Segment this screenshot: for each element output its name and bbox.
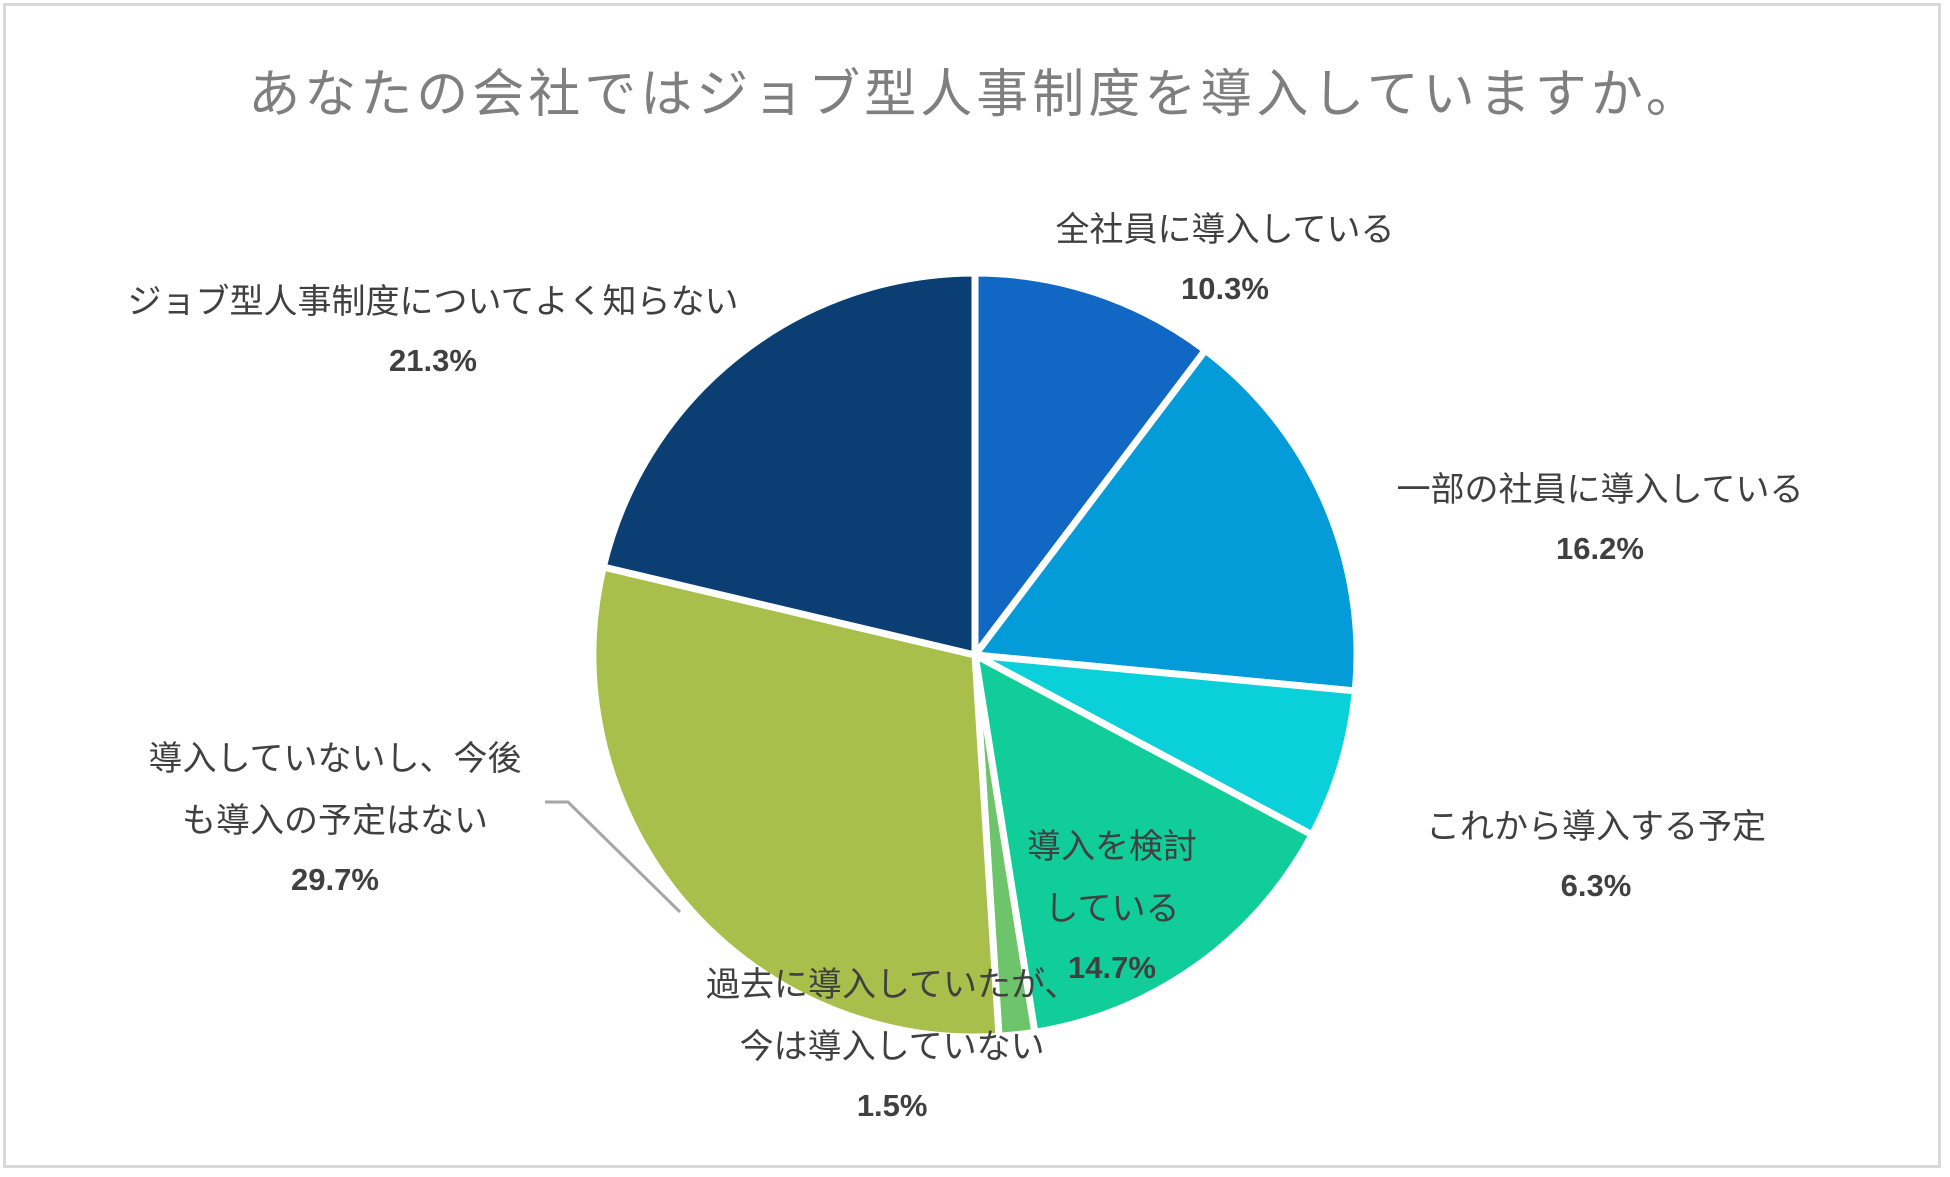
data-label-considering: 導入を検討している 14.7% bbox=[1027, 816, 1197, 996]
slice-label-text: 過去に導入していたが、 bbox=[706, 965, 1079, 1005]
slice-label-text: 今は導入していない bbox=[739, 1027, 1045, 1067]
slice-value-label: 6.3% bbox=[1560, 868, 1632, 903]
slice-value-label: 29.7% bbox=[291, 862, 379, 897]
pie-slice-considering bbox=[971, 651, 1316, 1036]
pie-slice-unknown bbox=[599, 269, 979, 659]
data-label-planned: これから導入する予定 6.3% bbox=[1426, 796, 1766, 914]
slice-value-label: 14.7% bbox=[1068, 950, 1156, 985]
slice-label-text: 導入していないし、今後 bbox=[148, 739, 522, 779]
slice-label-text: 導入を検討 bbox=[1027, 827, 1197, 867]
data-label-all-employees: 全社員に導入している 10.3% bbox=[1056, 199, 1395, 317]
slice-value-label: 21.3% bbox=[389, 343, 477, 378]
slice-label-text: 一部の社員に導入している bbox=[1396, 470, 1804, 510]
data-label-previously: 過去に導入していたが、 今は導入していない 1.5% bbox=[706, 954, 1078, 1134]
data-label-some-employees: 一部の社員に導入している 16.2% bbox=[1397, 459, 1804, 577]
slice-label-text: これから導入する予定 bbox=[1426, 807, 1766, 847]
chart-title: あなたの会社ではジョブ型人事制度を導入していますか。 bbox=[248, 65, 1702, 125]
slice-value-label: 10.3% bbox=[1181, 271, 1269, 306]
leader-line bbox=[545, 800, 682, 914]
slice-label-text: ジョブ型人事制度についてよく知らない bbox=[127, 282, 739, 322]
slice-label-text: している bbox=[1044, 889, 1180, 929]
slice-value-label: 1.5% bbox=[856, 1088, 928, 1123]
pie-slice-some-employees bbox=[971, 346, 1361, 695]
pie-slice-not-planned bbox=[589, 563, 1003, 1041]
slice-label-text: 全社員に導入している bbox=[1055, 210, 1395, 250]
data-label-not-planned: 導入していないし、今後 も導入の予定はない 29.7% bbox=[149, 728, 522, 908]
slice-value-label: 16.2% bbox=[1556, 531, 1644, 566]
data-label-unknown: ジョブ型人事制度についてよく知らない 21.3% bbox=[128, 271, 739, 389]
pie-slice-planned bbox=[971, 651, 1359, 839]
pie-slice-all-employees bbox=[971, 269, 1209, 659]
slice-label-text: も導入の予定はない bbox=[181, 801, 488, 841]
